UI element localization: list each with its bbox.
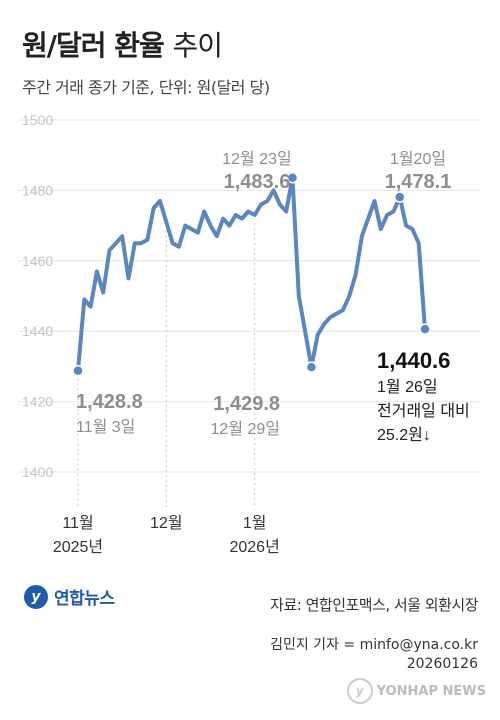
x-tick-label: 1월 [243, 514, 267, 532]
data-point-marker [394, 191, 406, 203]
y-tick-label: 1480 [22, 182, 53, 198]
subtitle: 주간 거래 종가 기준, 단위: 원(달러 당) [22, 78, 270, 97]
annotation-value: 1,440.6 [377, 348, 450, 373]
date-text: 20260126 [406, 656, 478, 672]
data-point-marker [286, 171, 299, 184]
x-tick-label: 11월 [62, 514, 93, 532]
y-tick-label: 1500 [22, 112, 53, 128]
annotation-date: 1월20일 [390, 150, 446, 168]
annotation-value: 1,478.1 [385, 171, 452, 193]
yonhap-logo: y 연합뉴스 [24, 584, 115, 609]
annotation-date: 11월 3일 [76, 418, 135, 436]
watermark-icon: y [346, 678, 373, 704]
series-line [76, 175, 427, 373]
data-point-marker [305, 361, 318, 373]
watermark-text: YONHAP NEWS [376, 683, 486, 699]
x-tick-label: 12월 [150, 514, 183, 532]
annotation-change-value: 25.2원↓ [377, 426, 431, 444]
logo-text: 연합뉴스 [54, 589, 115, 609]
annotation-date: 12월 23일 [222, 150, 291, 168]
title-bold: 원/달러 환율 [22, 29, 165, 62]
y-tick-label: 1460 [22, 253, 53, 269]
annotation-date: 12월 29일 [211, 420, 280, 438]
annotation-value: 1,483.6 [224, 171, 291, 193]
title-light: 추이 [172, 29, 224, 62]
credit: 김민지 기자 = minfo@yna.co.kr 20260126 [270, 636, 478, 674]
annotation-change-label: 전거래일 대비 [377, 402, 470, 420]
yonhap-logo-icon: y [24, 584, 48, 609]
reporter-text: 김민지 기자 = minfo@yna.co.kr [270, 637, 478, 653]
y-tick-label: 1400 [22, 464, 53, 480]
y-tick-label: 1440 [22, 323, 53, 339]
x-tick-year: 2026년 [229, 538, 279, 556]
annotation-date: 1월 26일 [377, 378, 438, 396]
data-point-marker [419, 323, 431, 335]
watermark: y YONHAP NEWS [346, 678, 486, 704]
source-text: 자료: 연합인포맥스, 서울 외환시장 [270, 596, 478, 614]
page-title: 원/달러 환율 추이 [22, 24, 224, 64]
data-point-marker [72, 364, 84, 377]
annotation-value: 1,429.8 [213, 393, 280, 415]
x-tick-year: 2025년 [53, 538, 103, 556]
y-tick-label: 1420 [22, 394, 53, 410]
annotation-value: 1,428.8 [76, 391, 143, 413]
